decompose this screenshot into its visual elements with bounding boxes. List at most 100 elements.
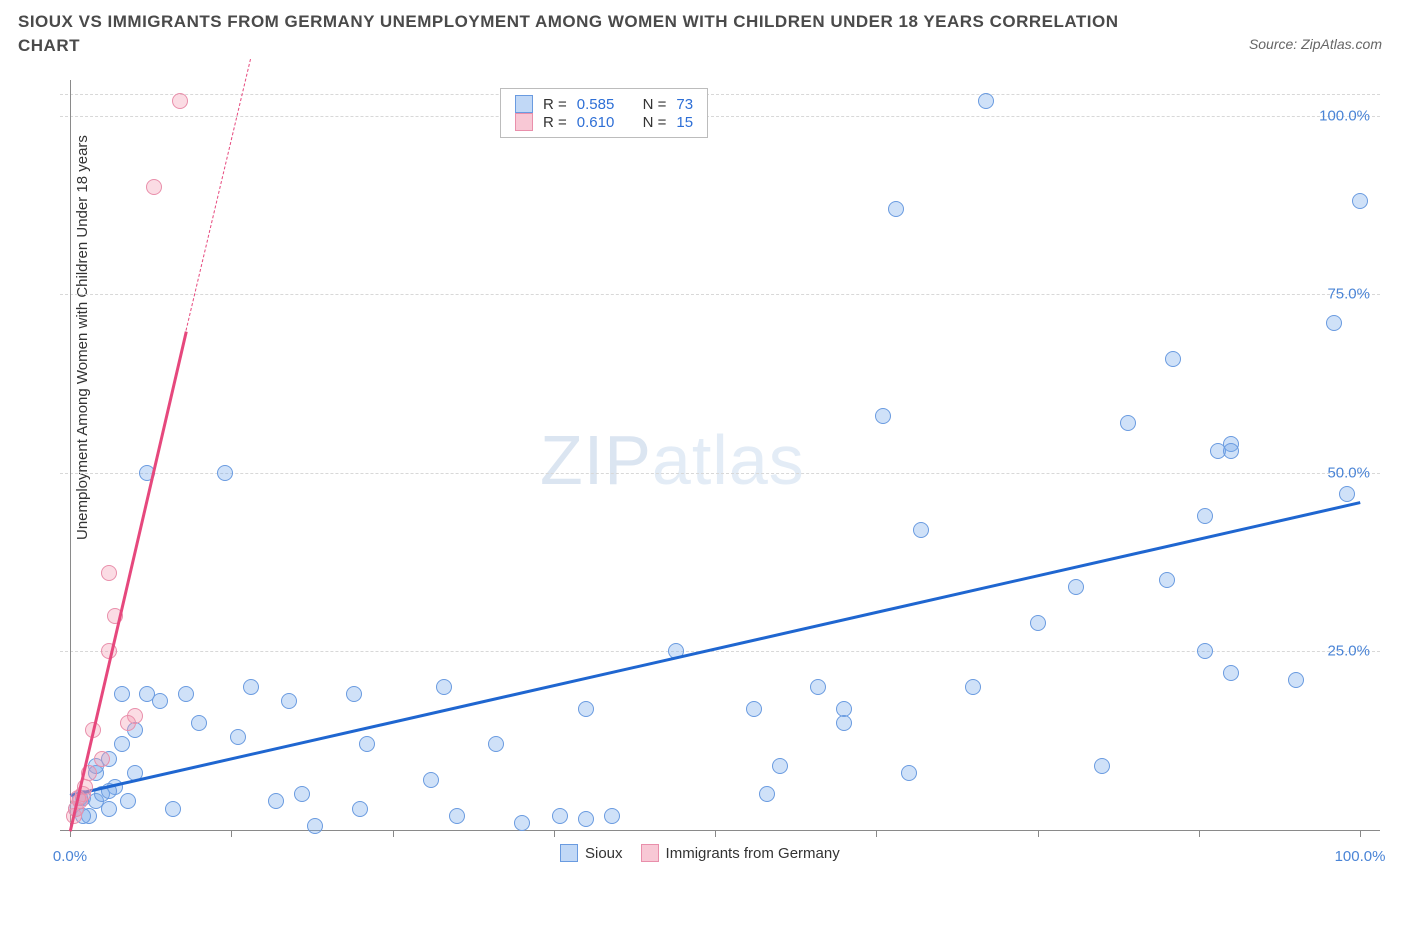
data-point xyxy=(146,179,162,195)
chart-title: SIOUX VS IMMIGRANTS FROM GERMANY UNEMPLO… xyxy=(18,10,1168,58)
source-attribution: Source: ZipAtlas.com xyxy=(1249,36,1382,52)
data-point xyxy=(604,808,620,824)
y-tick-label: 75.0% xyxy=(1327,286,1370,303)
watermark-atlas: atlas xyxy=(652,421,805,499)
data-point xyxy=(101,801,117,817)
y-axis xyxy=(70,80,71,830)
legend-swatch xyxy=(515,113,533,131)
legend-n-label: N = xyxy=(643,96,667,113)
legend-item: Sioux xyxy=(560,844,623,862)
data-point xyxy=(294,786,310,802)
data-point xyxy=(978,93,994,109)
watermark-zip: ZIP xyxy=(540,421,652,499)
data-point xyxy=(1165,351,1181,367)
trend-line-dashed xyxy=(186,59,251,331)
y-tick-label: 50.0% xyxy=(1327,464,1370,481)
data-point xyxy=(101,565,117,581)
x-tick xyxy=(231,830,232,837)
trend-line xyxy=(69,331,188,832)
data-point xyxy=(172,93,188,109)
x-tick xyxy=(1360,830,1361,837)
data-point xyxy=(120,793,136,809)
legend-swatch xyxy=(560,844,578,862)
data-point xyxy=(1030,615,1046,631)
data-point xyxy=(1326,315,1342,331)
data-point xyxy=(1159,572,1175,588)
data-point xyxy=(1197,508,1213,524)
data-point xyxy=(1288,672,1304,688)
grid-line-h xyxy=(60,651,1380,652)
y-tick-label: 25.0% xyxy=(1327,643,1370,660)
legend-n-value: 15 xyxy=(676,114,693,131)
legend-row: R =0.610 N =15 xyxy=(515,113,693,131)
legend-r-value: 0.610 xyxy=(577,114,615,131)
scatter-plot: ZIPatlas 25.0%50.0%75.0%100.0%0.0%100.0%… xyxy=(60,80,1380,870)
data-point xyxy=(1223,443,1239,459)
data-point xyxy=(578,701,594,717)
data-point xyxy=(436,679,452,695)
data-point xyxy=(359,736,375,752)
grid-line-h xyxy=(60,94,1380,95)
legend-r-label: R = xyxy=(543,114,567,131)
legend-r-label: R = xyxy=(543,96,567,113)
data-point xyxy=(1339,486,1355,502)
data-point xyxy=(268,793,284,809)
data-point xyxy=(578,811,594,827)
data-point xyxy=(1197,643,1213,659)
data-point xyxy=(243,679,259,695)
data-point xyxy=(836,715,852,731)
data-point xyxy=(114,686,130,702)
x-axis xyxy=(60,830,1380,831)
legend-label: Sioux xyxy=(585,845,623,862)
data-point xyxy=(965,679,981,695)
data-point xyxy=(913,522,929,538)
data-point xyxy=(772,758,788,774)
data-point xyxy=(488,736,504,752)
data-point xyxy=(281,693,297,709)
x-tick xyxy=(554,830,555,837)
x-tick xyxy=(393,830,394,837)
x-tick xyxy=(876,830,877,837)
data-point xyxy=(759,786,775,802)
x-tick xyxy=(715,830,716,837)
data-point xyxy=(1068,579,1084,595)
data-point xyxy=(217,465,233,481)
data-point xyxy=(888,201,904,217)
data-point xyxy=(875,408,891,424)
data-point xyxy=(1120,415,1136,431)
legend-series: Sioux Immigrants from Germany xyxy=(560,844,840,862)
data-point xyxy=(120,715,136,731)
data-point xyxy=(1352,193,1368,209)
chart-area: Unemployment Among Women with Children U… xyxy=(60,80,1380,870)
data-point xyxy=(1223,665,1239,681)
legend-label: Immigrants from Germany xyxy=(666,845,840,862)
data-point xyxy=(552,808,568,824)
x-tick xyxy=(1199,830,1200,837)
data-point xyxy=(1094,758,1110,774)
data-point xyxy=(810,679,826,695)
legend-r-value: 0.585 xyxy=(577,96,615,113)
x-tick-label-left: 0.0% xyxy=(53,848,87,865)
data-point xyxy=(94,751,110,767)
legend-row: R = 0.585 N = 73 xyxy=(515,95,693,113)
grid-line-h xyxy=(60,294,1380,295)
data-point xyxy=(423,772,439,788)
watermark: ZIPatlas xyxy=(540,420,805,500)
data-point xyxy=(449,808,465,824)
data-point xyxy=(191,715,207,731)
data-point xyxy=(352,801,368,817)
grid-line-h xyxy=(60,116,1380,117)
x-tick xyxy=(1038,830,1039,837)
legend-swatch xyxy=(515,95,533,113)
data-point xyxy=(746,701,762,717)
data-point xyxy=(152,693,168,709)
legend-correlation: R = 0.585 N = 73R = 0.610 N = 15 xyxy=(500,88,708,138)
legend-swatch xyxy=(641,844,659,862)
data-point xyxy=(514,815,530,831)
legend-item: Immigrants from Germany xyxy=(641,844,840,862)
legend-n-value: 73 xyxy=(676,96,693,113)
data-point xyxy=(307,818,323,834)
trend-line xyxy=(70,501,1361,796)
y-tick-label: 100.0% xyxy=(1319,107,1370,124)
x-tick-label-right: 100.0% xyxy=(1335,848,1386,865)
